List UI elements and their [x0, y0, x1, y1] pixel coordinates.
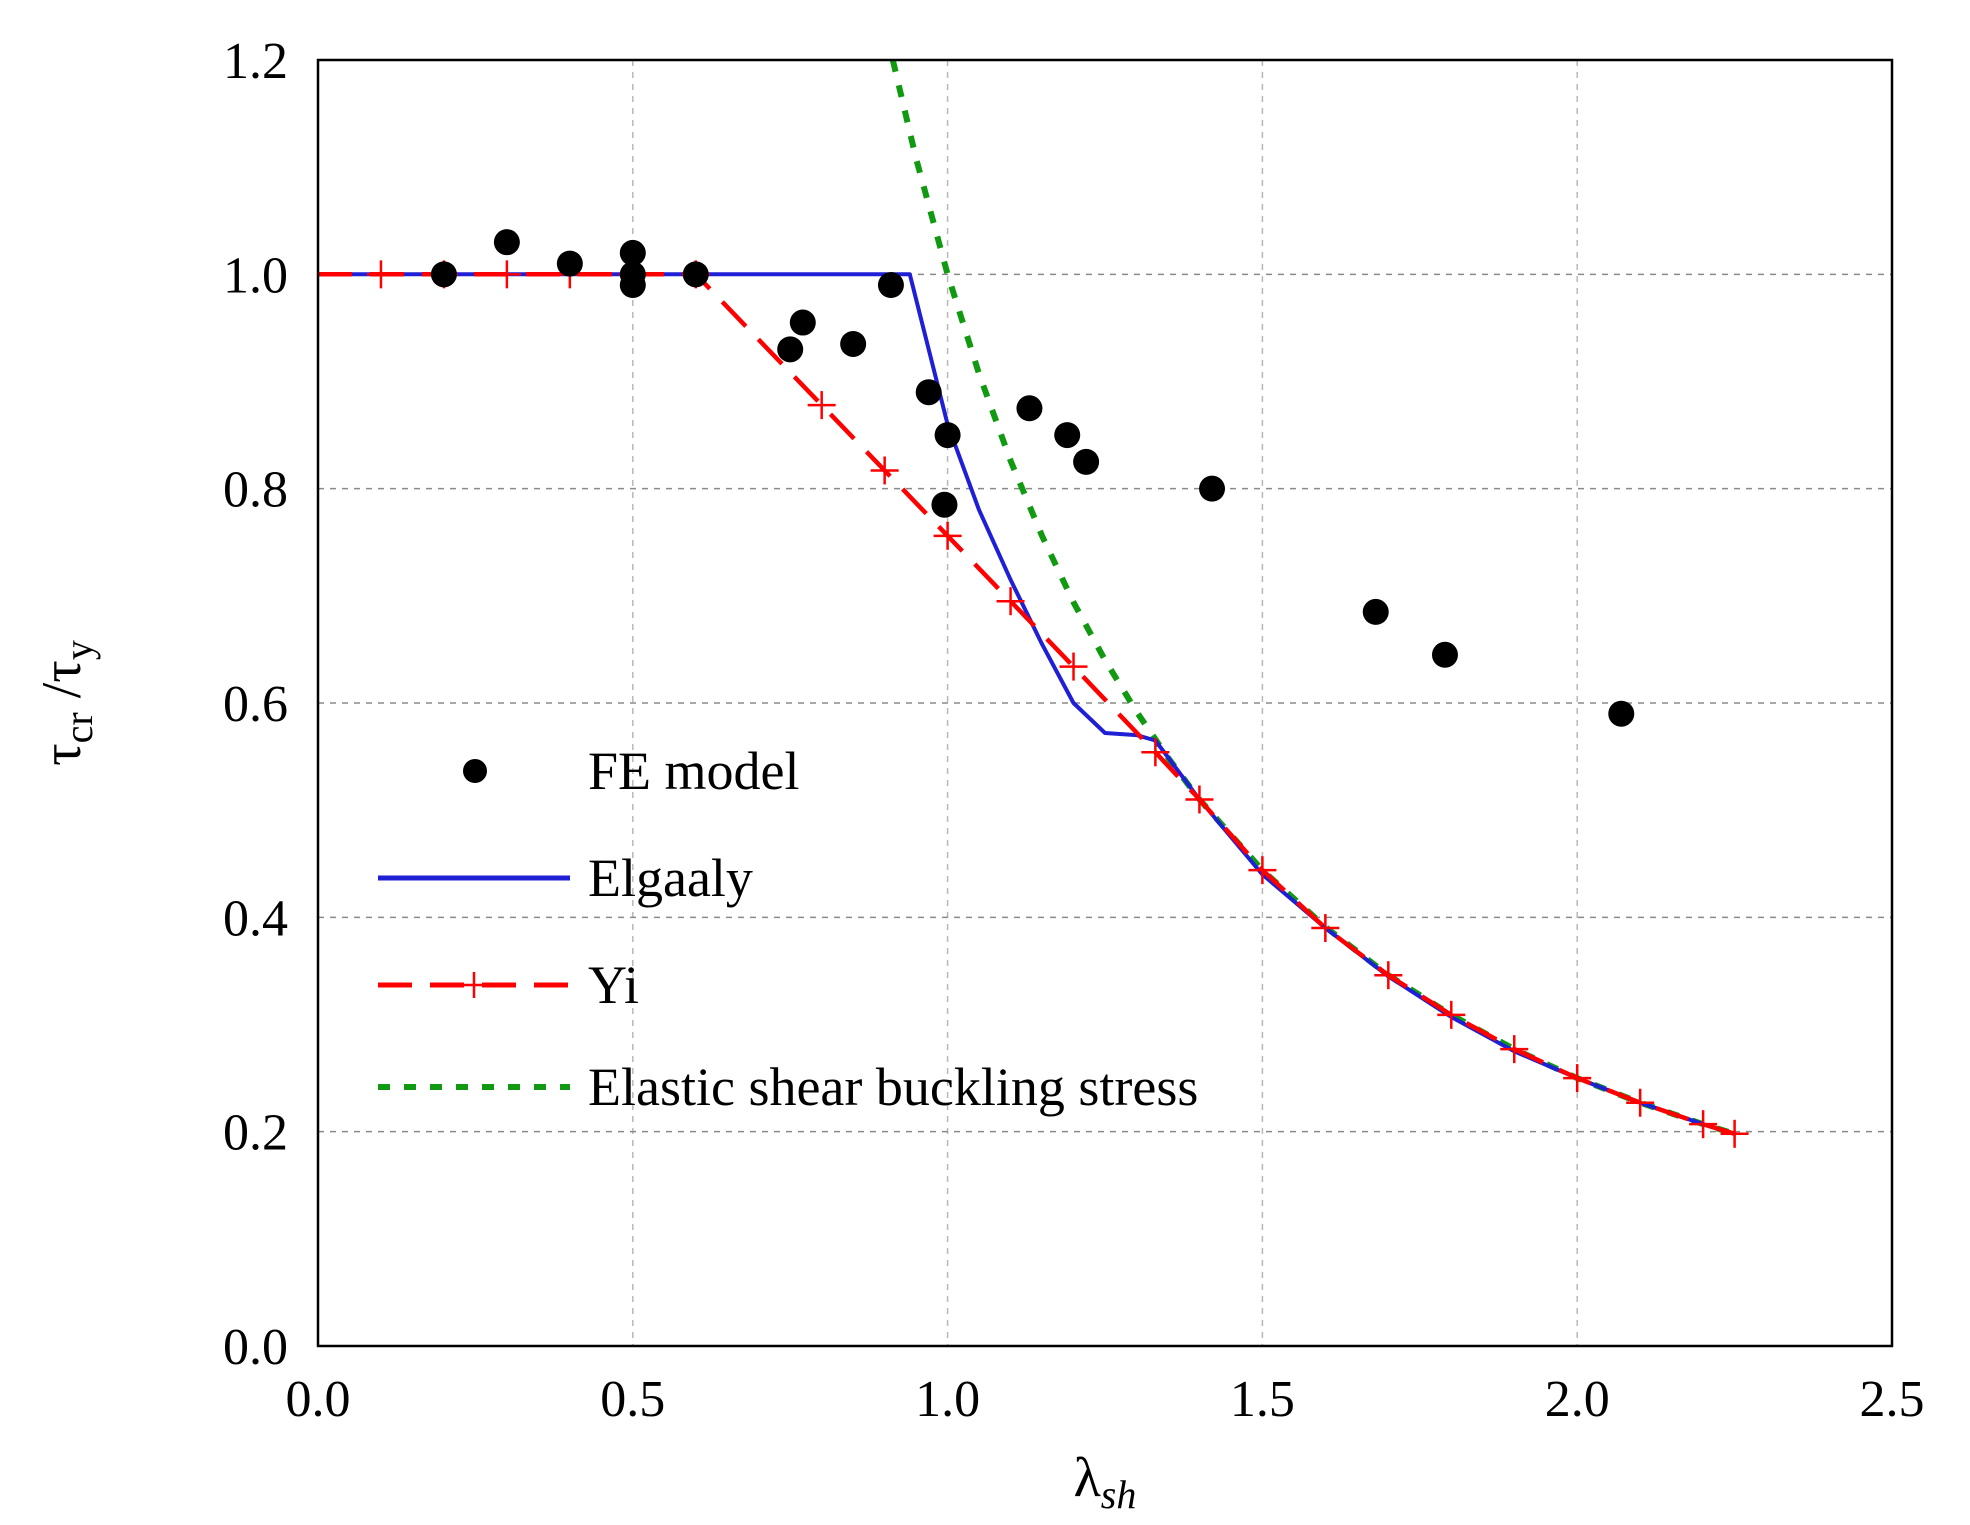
x-tick-label: 2.5 — [1860, 1371, 1925, 1428]
series-fe-point — [1431, 641, 1458, 668]
series-fe-point — [619, 272, 646, 299]
y-axis-title: τcr /τy — [31, 640, 101, 766]
x-tick-label: 0.5 — [600, 1371, 665, 1428]
legend-yi-label: Yi — [588, 955, 639, 1015]
series-yi-marker — [933, 521, 962, 550]
series-fe-point — [430, 261, 457, 288]
series-fe-point — [934, 422, 961, 449]
series-fe-point — [789, 309, 816, 336]
series-yi-marker — [1185, 785, 1214, 814]
series-yi-marker — [1311, 914, 1340, 943]
y-tick-label: 1.2 — [223, 33, 288, 90]
series-fe-point — [619, 239, 646, 266]
legend-fe-label: FE model — [588, 741, 800, 801]
y-axis-title-num: τ — [31, 743, 93, 766]
y-tick-label: 0.6 — [223, 676, 288, 733]
y-tick-label: 0.4 — [223, 890, 288, 947]
x-tick-label: 1.5 — [1230, 1371, 1295, 1428]
legend-yi-marker — [461, 972, 487, 998]
y-tick-label: 0.2 — [223, 1105, 288, 1162]
legend-elastic-label: Elastic shear buckling stress — [588, 1057, 1198, 1117]
series-yi-marker — [492, 260, 521, 289]
series-yi-marker — [1500, 1035, 1529, 1064]
series-yi-marker — [870, 456, 899, 485]
series-yi-marker — [1374, 961, 1403, 990]
series-fe-point — [1608, 700, 1635, 727]
series-fe-point — [493, 229, 520, 256]
x-axis-title-main: λ — [1074, 1447, 1101, 1509]
y-tick-label: 1.0 — [223, 247, 288, 304]
series-fe-point — [915, 379, 942, 406]
y-axis-title-sep: / — [31, 682, 93, 712]
y-tick-label: 0.0 — [223, 1319, 288, 1376]
y-tick-label: 0.8 — [223, 462, 288, 519]
series-fe-point — [777, 336, 804, 363]
y-axis-title-num-sub: cr — [56, 712, 101, 743]
series-yi-marker — [996, 587, 1025, 616]
series-yi-marker — [1563, 1064, 1592, 1093]
series-fe-point — [1073, 448, 1100, 475]
series-fe-point — [1199, 475, 1226, 502]
series-fe-point — [931, 491, 958, 518]
series-yi-marker — [1248, 856, 1277, 885]
series-yi-marker — [1141, 738, 1170, 767]
x-tick-label: 1.0 — [915, 1371, 980, 1428]
series-layer — [318, 59, 1749, 1148]
series-fe-point — [556, 250, 583, 277]
series-yi-marker — [366, 260, 395, 289]
grid-lines — [318, 60, 1892, 1346]
y-axis-title-den-sub: y — [56, 640, 101, 660]
series-fe-point — [682, 261, 709, 288]
series-yi-marker — [1689, 1110, 1718, 1139]
y-axis-title-den: τ — [31, 660, 93, 683]
series-fe-point — [1362, 598, 1389, 625]
series-yi-marker — [1437, 1000, 1466, 1029]
series-fe-point — [1054, 422, 1081, 449]
x-tick-label: 0.0 — [286, 1371, 351, 1428]
axis-ticks: 0.0 0.5 1.0 1.5 2.0 2.5 0.0 0.2 0.4 0.6 0.8 1.0 1.2 — [223, 33, 1925, 1428]
series-fe-point — [877, 272, 904, 299]
x-tick-label: 2.0 — [1545, 1371, 1610, 1428]
x-axis-title-subscript: sh — [1101, 1472, 1137, 1517]
plot-frame — [316, 58, 1894, 1348]
series-fe-point — [840, 330, 867, 357]
series-yi-marker — [1626, 1088, 1655, 1117]
series-yi-marker — [1720, 1119, 1749, 1148]
legend: FE model Elgaaly Yi Elastic shear buckli… — [378, 741, 1198, 1117]
series-yi-marker — [807, 391, 836, 420]
legend-fe-marker — [463, 759, 487, 783]
series-yi-line — [318, 272, 1736, 1136]
series-fe-point — [1016, 395, 1043, 422]
x-axis-title: λsh — [1074, 1447, 1137, 1517]
legend-elgaaly-label: Elgaaly — [588, 848, 753, 908]
series-yi-marker — [1059, 652, 1088, 681]
